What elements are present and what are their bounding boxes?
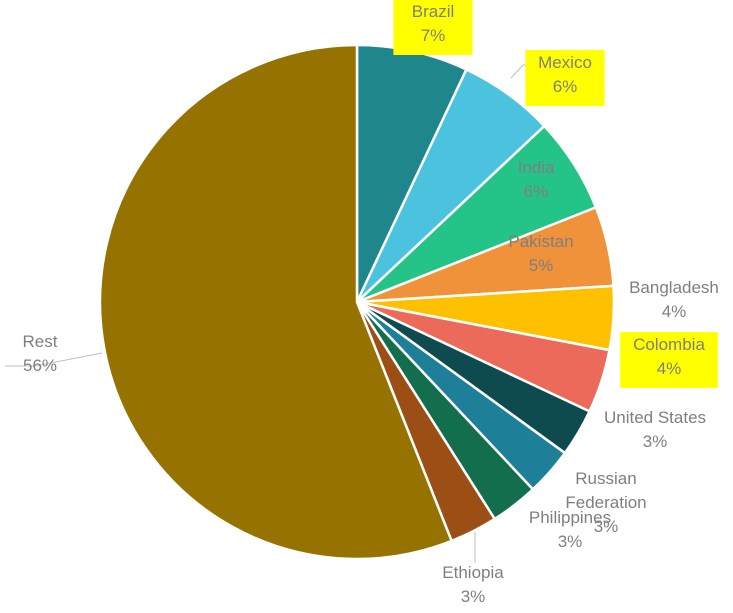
data-label-name-bangladesh: Bangladesh	[629, 278, 719, 297]
data-label-bangladesh: Bangladesh 4%	[629, 278, 719, 321]
data-label-value-mexico: 6%	[553, 77, 578, 96]
data-label-value-pakistan: 5%	[529, 256, 554, 275]
data-label-name-ethiopia: Ethiopia	[442, 563, 504, 582]
data-label-value-united-states: 3%	[643, 432, 668, 451]
pie-slice-rest	[98, 43, 453, 561]
data-label-rest: Rest 56%	[23, 332, 58, 375]
data-label-india: India 6%	[518, 158, 555, 201]
data-label-colombia: Colombia 4%	[620, 332, 718, 388]
data-label-pakistan: Pakistan 5%	[508, 232, 573, 275]
data-label-value-india: 6%	[524, 182, 549, 201]
data-label-value-philippines: 3%	[558, 532, 583, 551]
data-label-name-mexico: Mexico	[538, 53, 592, 72]
data-label-philippines: Philippines 3%	[529, 508, 611, 551]
leader-line-rest	[5, 352, 103, 367]
pie-slices	[98, 43, 616, 561]
data-label-value-brazil: 7%	[421, 26, 446, 45]
data-label-value-bangladesh: 4%	[662, 302, 687, 321]
data-label-name-philippines: Philippines	[529, 508, 611, 527]
data-label-name-pakistan: Pakistan	[508, 232, 573, 251]
data-label-value-russian-federation: 3%	[594, 517, 619, 536]
data-label-united-states: United States 3%	[604, 408, 706, 451]
data-label-name-russian-federation: Russian Federation	[565, 469, 646, 512]
data-label-ethiopia: Ethiopia 3%	[442, 563, 504, 606]
data-label-name-india: India	[518, 158, 555, 177]
data-label-value-colombia: 4%	[657, 359, 682, 378]
data-label-russian-federation: Russian Federation 3%	[565, 469, 646, 536]
data-labels: Brazil 7% Mexico 6% India 6% Pakistan 5% Banglad…	[23, 0, 719, 606]
data-label-value-ethiopia: 3%	[461, 587, 486, 606]
data-label-value-rest: 56%	[23, 356, 57, 375]
label-highlight-mexico	[525, 50, 605, 106]
label-highlight-colombia	[620, 332, 718, 388]
label-highlight-brazil	[393, 0, 473, 55]
data-label-name-rest: Rest	[23, 332, 58, 351]
data-label-name-united-states: United States	[604, 408, 706, 427]
data-label-name-brazil: Brazil	[412, 2, 455, 21]
data-label-mexico: Mexico 6%	[525, 50, 605, 106]
data-label-brazil: Brazil 7%	[393, 0, 473, 55]
data-label-name-colombia: Colombia	[633, 335, 705, 354]
